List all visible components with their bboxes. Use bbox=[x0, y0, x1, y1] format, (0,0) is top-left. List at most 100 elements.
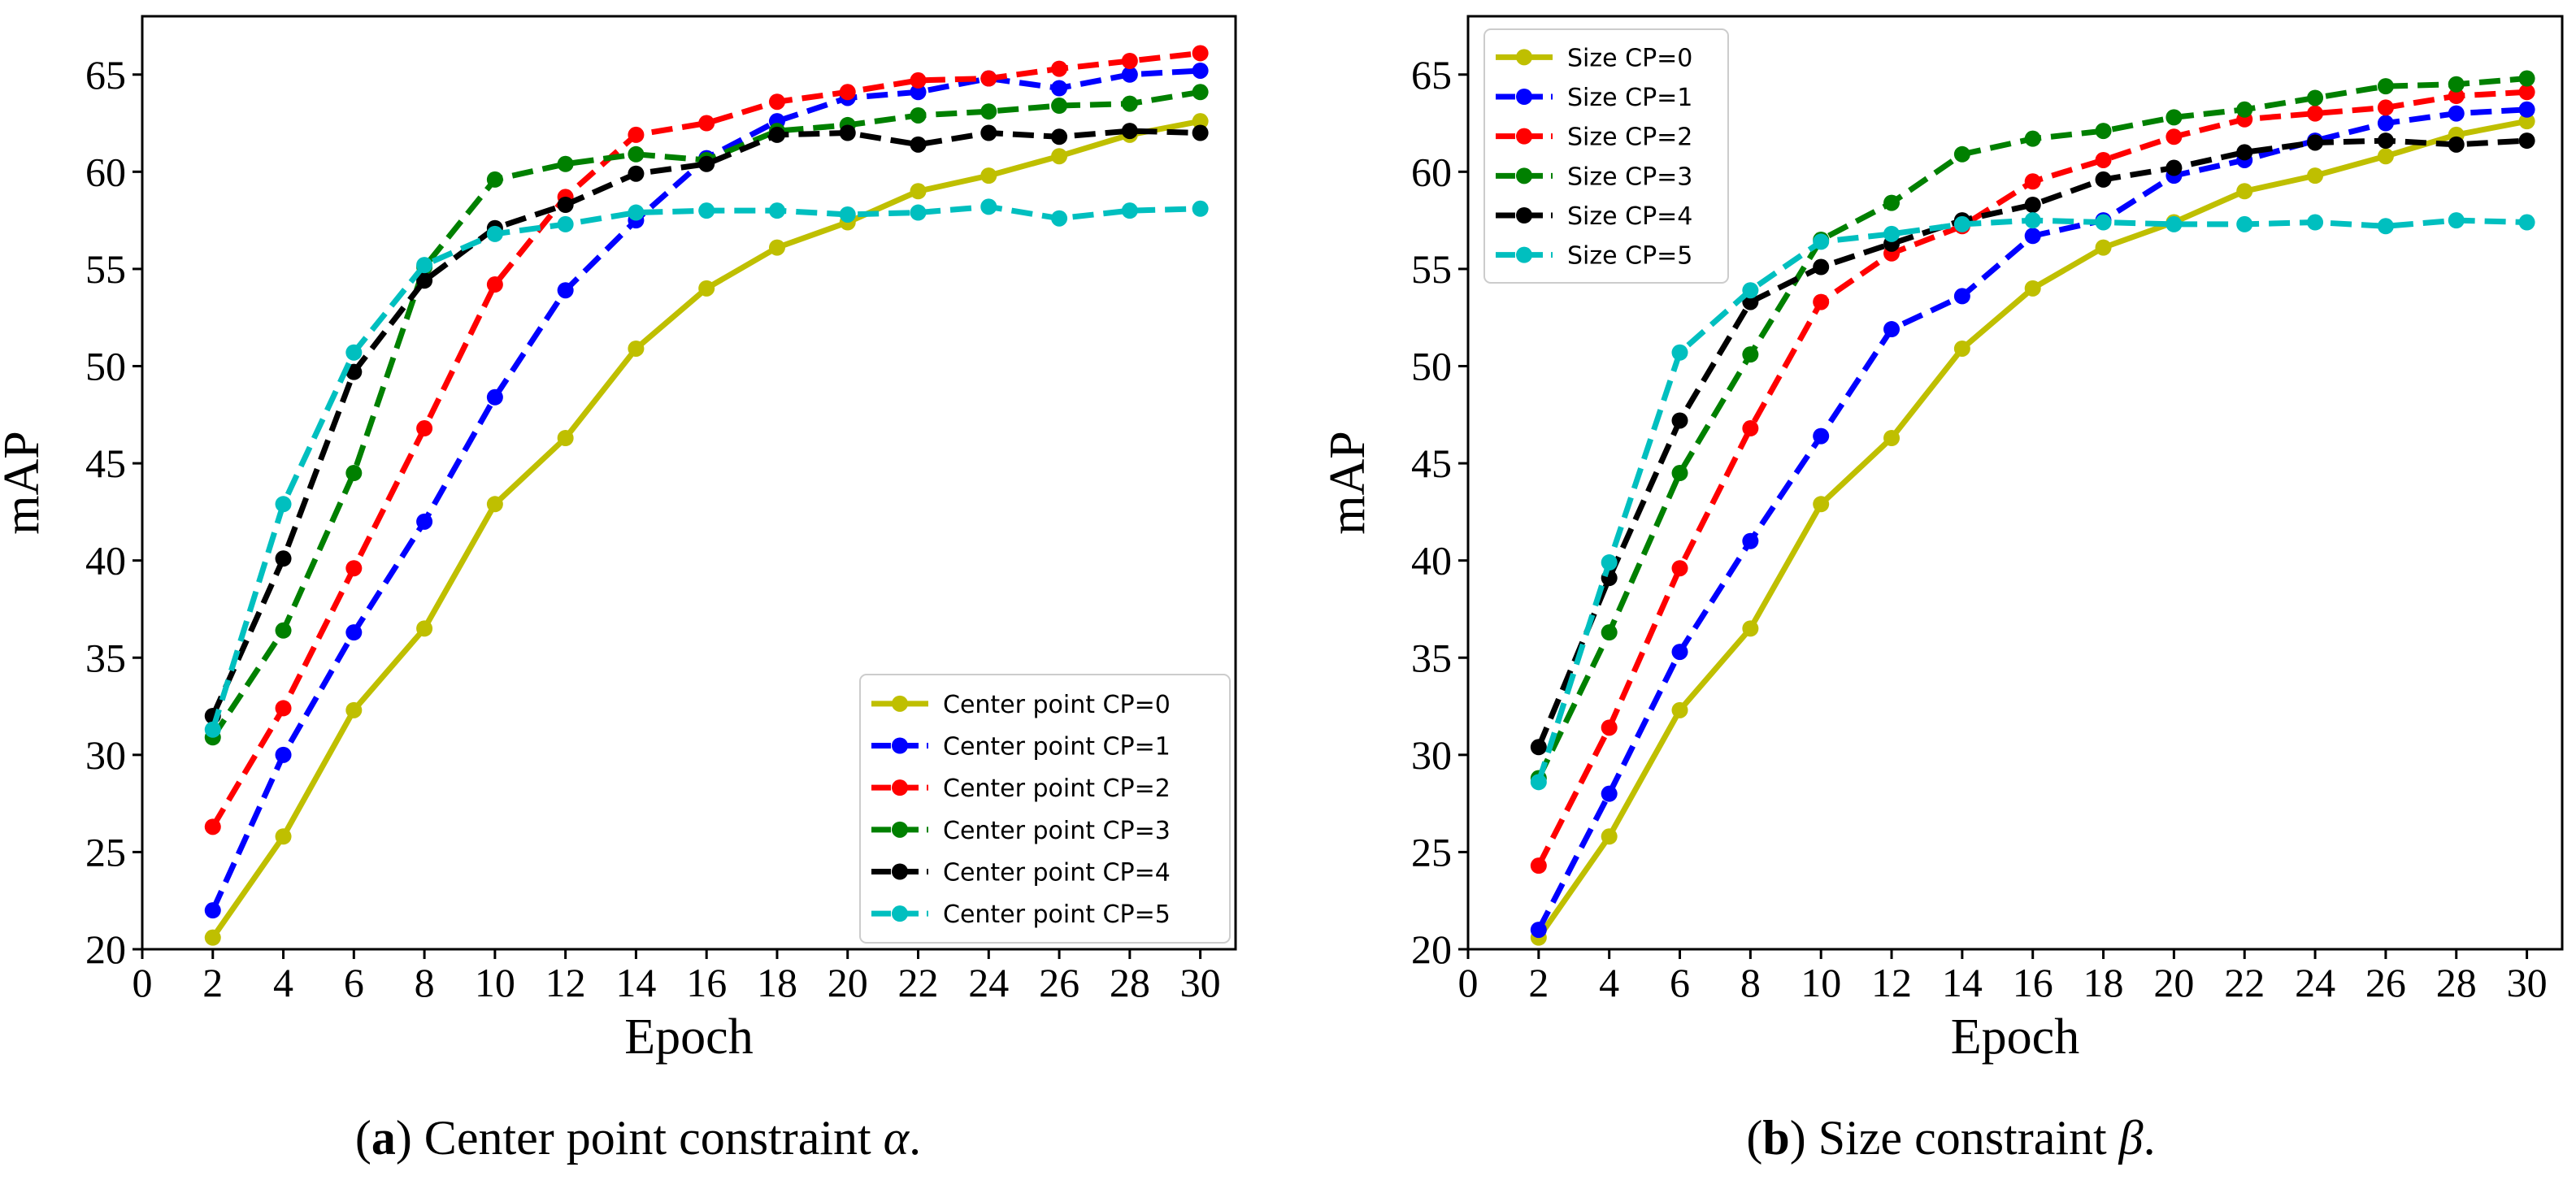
data-point-s0-14 bbox=[1192, 113, 1209, 130]
x-tick-label: 12 bbox=[545, 960, 586, 1005]
y-tick-label: 55 bbox=[85, 246, 126, 292]
data-point-s4-5 bbox=[557, 196, 574, 213]
legend-label: Size CP=1 bbox=[1567, 84, 1692, 112]
data-point-s4-9 bbox=[839, 124, 856, 141]
data-point-s0-2 bbox=[1671, 701, 1688, 718]
data-point-s2-14 bbox=[1192, 45, 1209, 62]
caption-part: β bbox=[2118, 1111, 2144, 1165]
data-point-s3-2 bbox=[1671, 465, 1688, 482]
data-point-s3-6 bbox=[1953, 145, 1970, 163]
data-point-s5-12 bbox=[2377, 218, 2394, 235]
data-point-s5-14 bbox=[2518, 214, 2535, 231]
data-point-s4-6 bbox=[628, 165, 645, 182]
data-point-s1-14 bbox=[1192, 62, 1209, 79]
legend-label: Center point CP=0 bbox=[943, 691, 1171, 719]
legend-swatch-marker bbox=[1516, 246, 1532, 263]
caption-part: a bbox=[371, 1111, 396, 1165]
data-point-s1-10 bbox=[910, 84, 927, 101]
caption-part: Center point constraint bbox=[412, 1111, 884, 1165]
data-point-s0-5 bbox=[557, 429, 574, 446]
data-point-s1-6 bbox=[1953, 288, 1970, 305]
data-point-s2-4 bbox=[486, 276, 503, 293]
data-point-s0-7 bbox=[698, 280, 715, 297]
data-point-s1-2 bbox=[1671, 644, 1688, 661]
data-point-s1-4 bbox=[1813, 427, 1830, 445]
data-point-s5-0 bbox=[1530, 774, 1547, 791]
data-point-s0-3 bbox=[416, 620, 433, 637]
series-line-4 bbox=[1536, 137, 2527, 749]
data-point-s0-11 bbox=[980, 167, 997, 184]
data-point-s5-4 bbox=[1813, 233, 1830, 250]
plot-frame bbox=[1466, 15, 2564, 951]
x-tick-label: 10 bbox=[1801, 960, 1841, 1005]
data-point-s2-9 bbox=[839, 84, 856, 101]
legend-swatch-marker bbox=[1516, 207, 1532, 223]
y-tick-label: 60 bbox=[1411, 149, 1452, 194]
caption-part: Size constraint bbox=[1806, 1111, 2119, 1165]
caption-part: α bbox=[884, 1111, 910, 1165]
data-point-s3-5 bbox=[557, 155, 574, 172]
y-tick-label: 65 bbox=[85, 52, 126, 98]
data-point-s3-4 bbox=[486, 171, 503, 188]
legend-label: Center point CP=2 bbox=[943, 775, 1171, 803]
data-point-s2-2 bbox=[345, 560, 363, 577]
data-point-s3-10 bbox=[910, 106, 927, 124]
y-tick-label: 25 bbox=[85, 829, 126, 874]
x-tick-label: 22 bbox=[898, 960, 939, 1005]
data-point-s1-12 bbox=[1051, 80, 1068, 97]
data-point-s5-3 bbox=[1742, 282, 1759, 299]
data-point-s2-1 bbox=[275, 700, 292, 717]
data-point-s5-3 bbox=[416, 257, 433, 274]
data-point-s0-0 bbox=[204, 929, 221, 946]
legend-swatch-marker bbox=[892, 737, 908, 754]
data-point-s4-13 bbox=[2448, 136, 2465, 153]
data-point-s2-11 bbox=[2307, 105, 2324, 122]
data-point-s5-8 bbox=[2095, 214, 2112, 231]
data-point-s4-13 bbox=[1121, 123, 1138, 140]
data-point-s0-1 bbox=[275, 828, 292, 845]
y-axis-label: mAP bbox=[0, 431, 50, 534]
caption-part: . bbox=[909, 1111, 921, 1165]
plot-area bbox=[1530, 70, 2535, 946]
x-tick-label: 26 bbox=[2365, 960, 2406, 1005]
x-tick-label: 18 bbox=[2083, 960, 2124, 1005]
legend-swatch-marker bbox=[1516, 128, 1532, 145]
legend-label: Size CP=4 bbox=[1567, 202, 1692, 231]
legend-swatch-marker bbox=[892, 779, 908, 796]
data-point-s5-11 bbox=[980, 198, 997, 215]
data-point-s4-7 bbox=[698, 155, 715, 172]
data-point-s0-4 bbox=[1813, 496, 1830, 513]
data-point-s1-0 bbox=[1530, 922, 1547, 939]
legend-label: Size CP=2 bbox=[1567, 124, 1692, 152]
data-point-s3-1 bbox=[1601, 624, 1618, 641]
data-point-s4-12 bbox=[1051, 128, 1068, 145]
y-tick-label: 35 bbox=[85, 635, 126, 680]
data-point-s5-12 bbox=[1051, 210, 1068, 227]
x-tick-label: 24 bbox=[968, 960, 1009, 1005]
data-point-s5-2 bbox=[1671, 344, 1688, 361]
data-point-s4-0 bbox=[1530, 739, 1547, 756]
data-point-s0-8 bbox=[2095, 239, 2112, 256]
data-point-s4-7 bbox=[2024, 196, 2041, 213]
data-point-s1-7 bbox=[2024, 228, 2041, 245]
data-point-s3-13 bbox=[1121, 95, 1138, 112]
y-tick-label: 60 bbox=[85, 149, 126, 194]
data-point-s5-11 bbox=[2307, 214, 2324, 231]
data-point-s5-14 bbox=[1192, 200, 1209, 217]
legend-swatch-marker bbox=[1516, 167, 1532, 184]
data-point-s1-2 bbox=[345, 624, 363, 641]
data-point-s2-11 bbox=[980, 70, 997, 87]
data-point-s5-9 bbox=[2165, 215, 2183, 232]
data-point-s5-7 bbox=[2024, 212, 2041, 229]
data-point-s2-3 bbox=[416, 420, 433, 437]
x-tick-label: 8 bbox=[1740, 960, 1761, 1005]
data-point-s4-3 bbox=[1742, 293, 1759, 310]
data-point-s3-14 bbox=[2518, 70, 2535, 87]
y-tick-label: 20 bbox=[1411, 926, 1452, 972]
x-tick-label: 20 bbox=[828, 960, 868, 1005]
data-point-s1-5 bbox=[1883, 321, 1901, 338]
legend-label: Size CP=5 bbox=[1567, 242, 1692, 271]
data-point-s3-3 bbox=[1742, 346, 1759, 363]
data-point-s3-14 bbox=[1192, 84, 1209, 101]
y-tick-label: 25 bbox=[1411, 829, 1452, 874]
